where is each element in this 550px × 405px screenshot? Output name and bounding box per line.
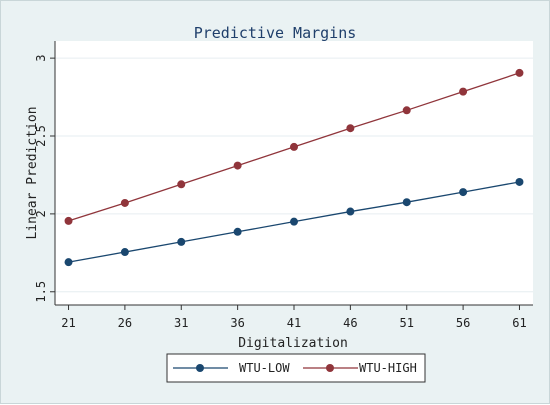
x-tick-label: 21: [61, 316, 75, 330]
y-axis-title: Linear Prediction: [25, 106, 40, 239]
series-layer: [64, 68, 524, 267]
data-point-wtu-high: [64, 216, 73, 225]
data-point-wtu-low: [177, 237, 186, 246]
y-tick-label: 2.5: [34, 125, 48, 147]
data-point-wtu-high: [233, 161, 242, 170]
data-point-wtu-low: [120, 248, 129, 257]
x-tick-label: 61: [512, 316, 526, 330]
x-tick-label: 36: [230, 316, 244, 330]
data-point-wtu-low: [233, 227, 242, 236]
data-point-wtu-high: [515, 68, 524, 77]
y-tick-label: 1.5: [34, 281, 48, 303]
data-point-wtu-low: [459, 188, 468, 197]
x-tick-label: 46: [343, 316, 357, 330]
x-tick-label: 51: [400, 316, 414, 330]
x-tick-label: 56: [456, 316, 470, 330]
data-point-wtu-low: [402, 198, 411, 207]
x-axis-ticks: 21 26 31 36 41 46 51 56 61: [61, 305, 527, 330]
x-tick-label: 26: [118, 316, 132, 330]
data-point-wtu-high: [346, 124, 355, 133]
legend-label-wtu-high: WTU-HIGH: [359, 361, 417, 375]
data-point-wtu-high: [120, 198, 129, 207]
data-point-wtu-low: [64, 258, 73, 267]
plot-area: [55, 41, 533, 305]
y-tick-label: 2: [34, 210, 48, 217]
x-axis-title: Digitalization: [238, 336, 348, 351]
legend-label-wtu-low: WTU-LOW: [239, 361, 290, 375]
data-point-wtu-low: [515, 177, 524, 186]
legend-marker-wtu-low: [196, 364, 204, 372]
y-axis-ticks: 1.5 2 2.5 3: [34, 55, 55, 303]
grid-lines: [55, 57, 533, 293]
data-point-wtu-high: [459, 87, 468, 96]
x-tick-label: 41: [287, 316, 301, 330]
legend: WTU-LOW WTU-HIGH: [166, 353, 426, 383]
legend-marker-wtu-high: [326, 364, 334, 372]
y-tick-label: 3: [34, 55, 48, 62]
data-point-wtu-high: [177, 180, 186, 189]
data-point-wtu-low: [346, 207, 355, 216]
data-point-wtu-high: [402, 106, 411, 115]
x-tick-label: 31: [174, 316, 188, 330]
data-point-wtu-high: [290, 142, 298, 151]
data-point-wtu-low: [290, 217, 298, 226]
chart-title: Predictive Margins: [194, 24, 357, 42]
